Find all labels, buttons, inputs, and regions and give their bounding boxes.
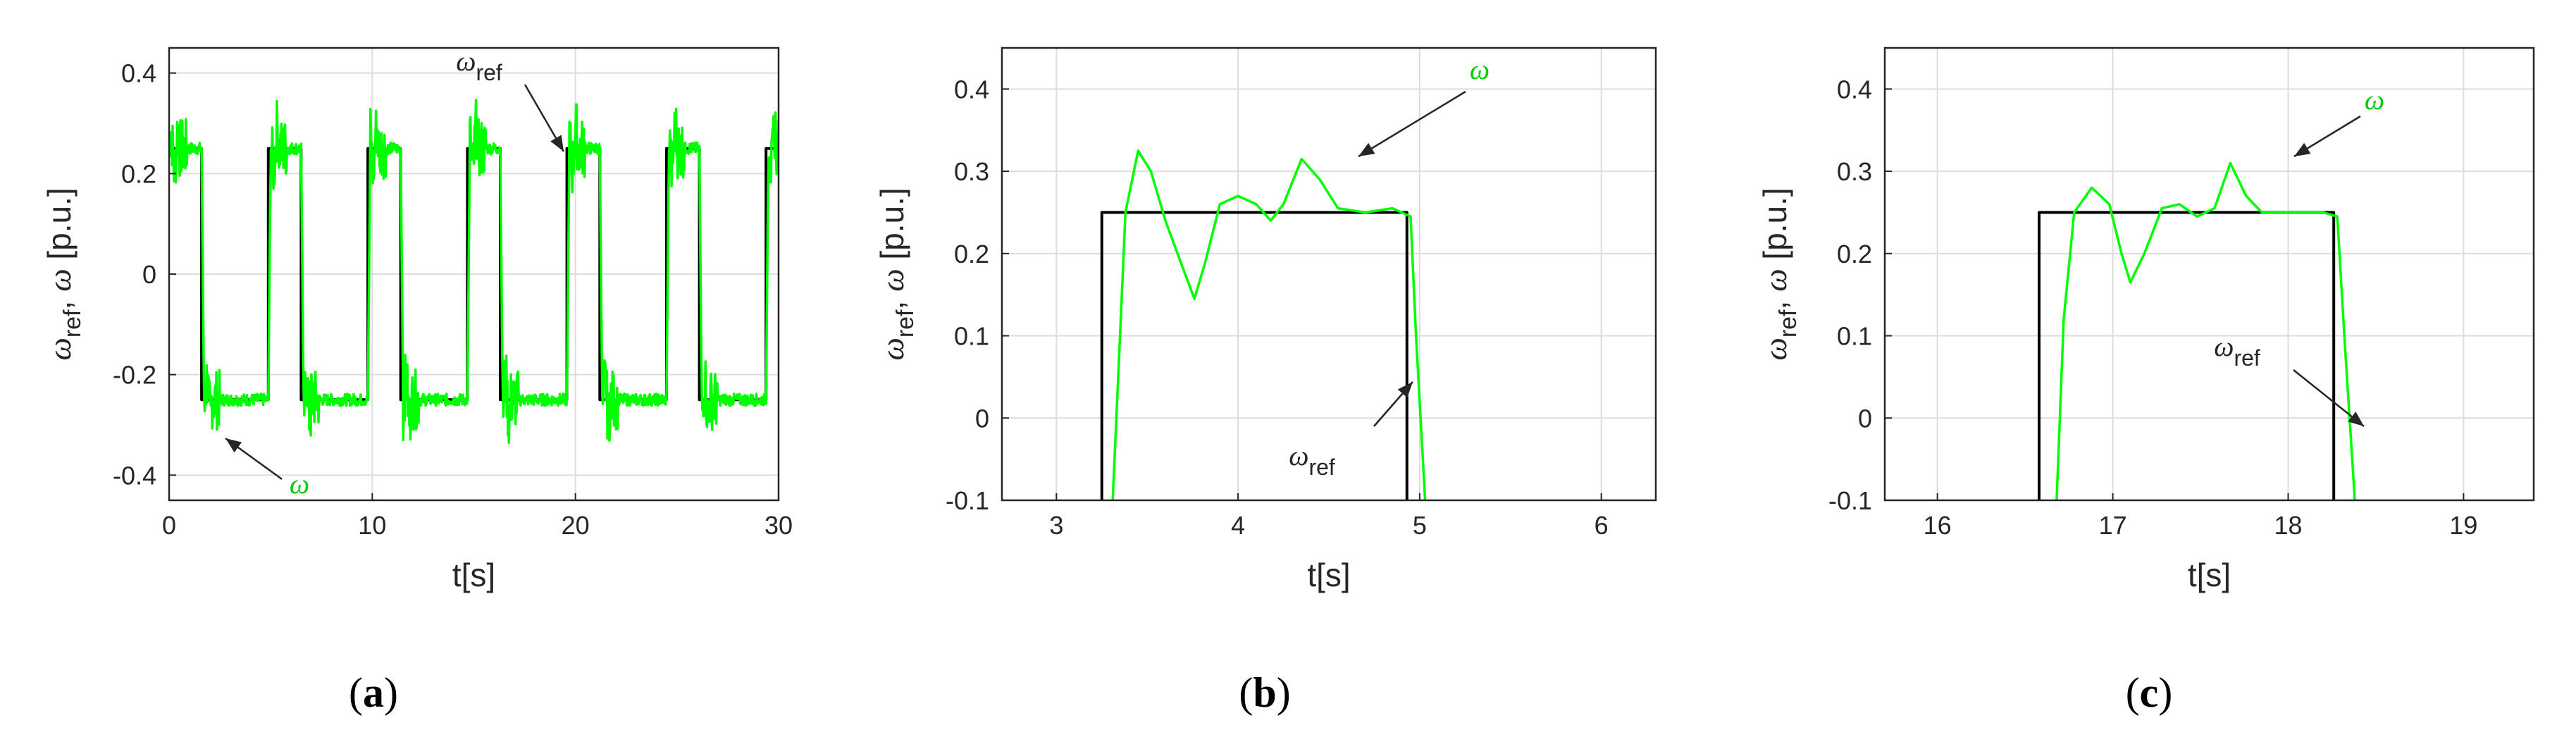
y-tick-label: 0.3 [954,157,989,186]
svg-text:ωref: ωref [1289,440,1335,480]
x-tick-label: 30 [764,511,793,540]
y-tick-label: 0.1 [954,322,989,351]
annotation-omega: ω [1358,54,1490,158]
arrow-head [1358,142,1375,156]
y-tick-label: 0.1 [1837,322,1872,351]
annotation-omega-ref: ωref [2214,330,2365,427]
chart-a: 0 10 20 30 -0.4 -0.2 0 0.2 0.4 t[s] ωref, ω [p.u.]… [41,45,793,716]
svg-text:ωref: ωref [456,45,502,85]
annotation-omega-ref: ωref [456,45,565,152]
svg-text:ω: ω [1470,54,1490,85]
chart-b: 3 4 5 6 -0.1 0 0.1 0.2 0.3 0.4 t[s] ωref, ω [p.u.] ω… [874,47,1657,716]
plot-area [1885,48,2534,500]
caption: (b) [1239,669,1290,716]
x-tick-label: 16 [1924,511,1952,540]
series-omega [169,99,779,445]
arrow-head [2294,142,2311,156]
y-tick-label: 0.4 [121,59,156,88]
annotation-arrow [1358,90,1466,158]
axes-box [1001,47,1657,502]
arrow-head [1397,382,1413,398]
x-tick-label: 10 [358,511,386,540]
x-tick-label: 3 [1049,511,1063,540]
y-tick-label: 0.4 [954,75,989,104]
x-tick-label: 20 [562,511,590,540]
y-tick-label: -0.4 [113,461,156,490]
x-tick-label: 5 [1413,511,1427,540]
annotation-omega: ω [225,437,309,500]
y-tick-label: -0.2 [113,361,156,390]
y-tick-label: 0.2 [1837,240,1872,268]
x-tick-label: 18 [2274,511,2302,540]
svg-text:ω: ω [290,468,309,500]
x-tick-label: 0 [162,511,176,540]
y-tick-label: -0.1 [946,486,989,515]
x-tick-label: 17 [2099,511,2127,540]
arrow-head [225,438,242,453]
arrow-head [550,135,564,151]
x-tick-label: 6 [1594,511,1609,540]
series-omega [1111,149,1427,500]
annotation-omega-ref: ωref [1289,381,1413,480]
arrow-head [2348,411,2364,426]
svg-text:ω: ω [2365,84,2384,116]
x-axis-label: t[s] [452,557,495,593]
y-tick-label: 0.2 [121,159,156,188]
y-tick-label: -0.1 [1828,486,1872,515]
y-axis-label: ωref, ω [p.u.] [874,187,919,360]
axes-box [1883,47,2535,502]
y-tick-label: 0.4 [1837,75,1872,104]
svg-text:ωref: ωref [2214,330,2260,371]
y-tick-label: 0 [975,404,989,433]
series-omega [2055,161,2356,500]
x-axis-label: t[s] [1307,557,1350,593]
chart-c: 16 17 18 19 -0.1 0 0.1 0.2 0.3 0.4 t[s] ωref, ω [p.… [1757,47,2535,716]
x-axis-label: t[s] [2188,557,2231,593]
plot-area [1002,48,1656,500]
y-tick-label: 0.2 [954,240,989,268]
y-tick-label: 0 [142,260,156,289]
x-tick-label: 19 [2449,511,2477,540]
series-omega-ref [1100,211,1408,500]
annotation-omega: ω [2293,84,2384,158]
y-tick-label: 0 [1858,404,1872,433]
caption: (a) [349,669,398,716]
y-axis-label: ωref, ω [p.u.] [1757,187,1802,360]
y-tick-label: 0.3 [1837,157,1872,186]
series-omega-ref [2038,211,2336,500]
y-axis-label: ωref, ω [p.u.] [41,187,86,360]
x-tick-label: 4 [1231,511,1245,540]
caption: (c) [2126,669,2173,716]
